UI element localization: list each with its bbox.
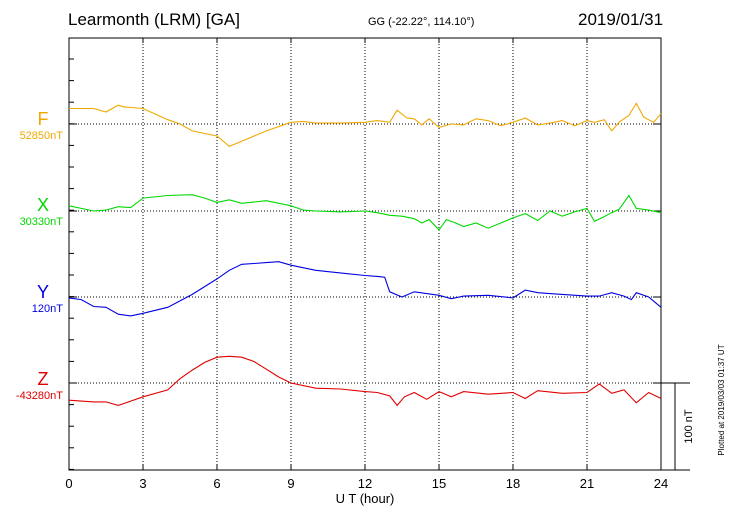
x-tick-label: 6 [213,476,220,491]
date-label: 2019/01/31 [578,10,664,29]
x-tick-label: 12 [358,476,372,491]
series-group [68,102,662,407]
series-baseline-x: 30330nT [20,216,64,228]
series-name-z: Z [38,369,49,389]
series-line-x [68,194,662,231]
x-tick-label: 18 [506,476,520,491]
x-tick-label: 24 [654,476,668,491]
x-tick-label: 15 [432,476,446,491]
station-title: Learmonth (LRM) [GA] [68,10,240,29]
x-axis-label: U T (hour) [336,491,395,506]
series-baseline-f: 52850nT [20,130,64,142]
x-tick-label: 9 [287,476,294,491]
scale-bar-label: 100 nT [683,409,695,444]
coordinates-label: GG (-22.22°, 114.10°) [368,16,475,28]
series-line-f [69,102,662,148]
series-line-z [68,355,662,407]
series-baseline-y: 120nT [32,303,63,315]
x-tick-label: 0 [65,476,72,491]
plotted-at-note: Plotted at 2019/03/03 01:37 UT [717,344,726,455]
series-name-x: X [37,195,49,215]
x-tick-label: 3 [139,476,146,491]
series-baseline-z: -43280nT [16,390,63,402]
series-name-y: Y [37,282,49,302]
series-line-y [68,261,662,317]
x-tick-label: 21 [580,476,594,491]
series-name-f: F [38,109,49,129]
grid [69,38,661,470]
plot-frame [68,37,690,471]
